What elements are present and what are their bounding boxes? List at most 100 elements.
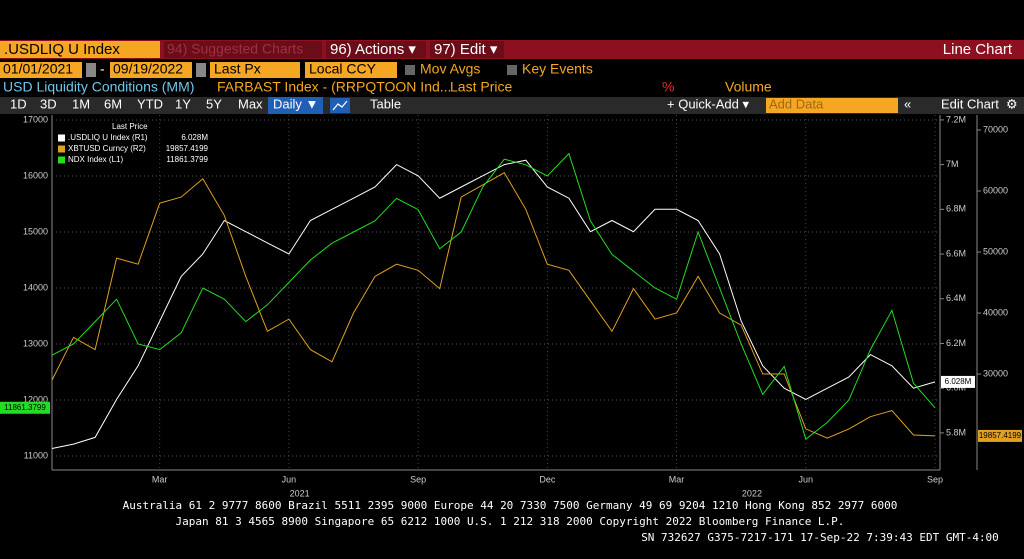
date-field[interactable]	[110, 62, 192, 78]
menu-button[interactable]	[326, 41, 426, 58]
period-button[interactable]: YTD	[137, 96, 163, 111]
legend-entry: XBTUSD Curncy (R2)	[68, 144, 146, 153]
y2-tick-label: 6.8M	[946, 204, 966, 214]
legend-entry: NDX Index (L1)	[68, 155, 123, 164]
x-tick-label: Sep	[410, 474, 426, 484]
x-tick-label: Sep	[927, 474, 943, 484]
collapse-icon[interactable]: «	[904, 96, 911, 111]
menu-item[interactable]: 94) Suggested Charts	[167, 41, 303, 57]
period-button[interactable]: 1Y	[175, 96, 191, 111]
volume: Volume	[725, 79, 772, 95]
x-tick-label: Mar	[152, 474, 168, 484]
add-data-box[interactable]	[766, 98, 898, 113]
y-tick-label: 14000	[23, 282, 48, 292]
y-tick-label: 11000	[24, 450, 48, 460]
menu-button[interactable]	[164, 41, 322, 58]
x-year-label: 2021	[290, 488, 310, 498]
footer-line: Australia 61 2 9777 8600 Brazil 5511 239…	[123, 499, 898, 512]
y2-tick-label: 7.2M	[946, 114, 966, 124]
series-line	[51, 159, 936, 449]
x-year-label: 2022	[742, 488, 762, 498]
option[interactable]: Mov Avgs	[420, 61, 480, 77]
last-value-label: 19857.4199	[979, 431, 1022, 440]
settings-icon[interactable]: ⚙	[1006, 96, 1018, 111]
legend-value: 19857.4199	[166, 144, 209, 153]
field-box[interactable]	[305, 62, 397, 78]
formula: FARBAST Index - (RRPQTOON Ind...	[217, 79, 451, 95]
add-data[interactable]: Add Data	[769, 96, 824, 111]
last-value-tag	[941, 375, 975, 388]
table-button[interactable]: Table	[370, 96, 401, 111]
price-field[interactable]: Last Px	[214, 61, 261, 77]
x-tick-label: Mar	[669, 474, 685, 484]
y-tick-label: 13000	[23, 338, 48, 348]
y3-tick-label: 70000	[983, 124, 1008, 134]
period-button[interactable]: 1M	[72, 96, 90, 111]
last-value-label: 11861.3799	[4, 403, 46, 412]
checkbox[interactable]	[507, 65, 517, 75]
field-box[interactable]	[210, 62, 300, 78]
plot: 11000 12000 13000 14000 15000 16000 17000 5.8M 6…	[0, 114, 1022, 498]
currency[interactable]: Local CCY	[309, 61, 377, 77]
y2-tick-label: 7M	[946, 159, 959, 169]
period-buttons: 1D 3D 1M 6M YTD 1Y 5Y Max	[10, 96, 263, 111]
y2-tick-label: 6.4M	[946, 293, 966, 303]
date-field[interactable]	[0, 62, 82, 78]
last-value-tag	[0, 401, 50, 414]
start-date[interactable]: 01/01/2021	[3, 61, 73, 77]
y-tick-label: 15000	[23, 226, 48, 236]
footer-line: Japan 81 3 4565 8900 Singapore 65 6212 1…	[176, 515, 845, 528]
end-date[interactable]: 09/19/2022	[113, 61, 183, 77]
y3-tick-label: 40000	[983, 307, 1008, 317]
ticker: .USDLIQ U Index	[4, 41, 120, 58]
footer: Australia 61 2 9777 8600 Brazil 5511 239…	[123, 499, 999, 544]
legend-swatch	[58, 134, 65, 142]
date-separator: -	[100, 61, 105, 77]
view-name: Line Chart	[943, 41, 1013, 58]
ticker-box[interactable]	[0, 41, 160, 58]
description: USD Liquidity Conditions (MM)	[3, 79, 194, 95]
calendar-icon[interactable]	[86, 63, 96, 77]
x-tick-label: Jun	[799, 474, 814, 484]
x-tick-label: Jun	[282, 474, 297, 484]
frequency[interactable]: Daily ▼	[273, 96, 318, 111]
checkbox[interactable]	[405, 65, 415, 75]
y2-tick-label: 6.6M	[946, 248, 966, 258]
period-button[interactable]: Max	[238, 96, 263, 111]
percent: %	[662, 79, 674, 95]
y3-tick-label: 30000	[983, 368, 1008, 378]
y-tick-label: 17000	[23, 114, 48, 124]
period-button[interactable]: 1D	[10, 96, 27, 111]
menu-button[interactable]	[430, 41, 504, 58]
legend-swatch	[58, 156, 65, 164]
last-value-label: 6.028M	[945, 377, 972, 386]
edit-chart[interactable]: Edit Chart	[941, 96, 999, 111]
legend-swatch	[58, 145, 65, 153]
option[interactable]: Key Events	[522, 61, 593, 77]
menu-item[interactable]: 96) Actions ▾	[330, 41, 416, 58]
quick-add[interactable]: + Quick-Add ▾	[667, 96, 750, 111]
y2-tick-label: 6.2M	[946, 338, 966, 348]
x-tick-label: Dec	[539, 474, 556, 484]
frequency-button[interactable]	[268, 97, 323, 114]
y3-tick-label: 50000	[983, 246, 1008, 256]
legend-entry: .USDLIQ U Index (R1)	[68, 133, 148, 142]
period-button[interactable]: 6M	[104, 96, 122, 111]
calendar-icon[interactable]	[196, 63, 206, 77]
y-tick-label: 12000	[23, 394, 48, 404]
chart-icon-line	[332, 100, 348, 111]
period-button[interactable]: 3D	[40, 96, 57, 111]
menu-item[interactable]: 97) Edit ▾	[434, 41, 498, 58]
legend-value: 6.028M	[181, 133, 208, 142]
y-tick-label: 16000	[23, 170, 48, 180]
series-line	[51, 172, 936, 439]
field: Last Price	[450, 79, 512, 95]
legend-value: 11861.3799	[166, 155, 208, 164]
footer-line: SN 732627 G375-7217-171 17-Sep-22 7:39:4…	[641, 531, 999, 544]
last-value-tag	[978, 429, 1022, 442]
period-button[interactable]: 5Y	[206, 96, 222, 111]
legend-title: Last Price	[112, 122, 148, 131]
